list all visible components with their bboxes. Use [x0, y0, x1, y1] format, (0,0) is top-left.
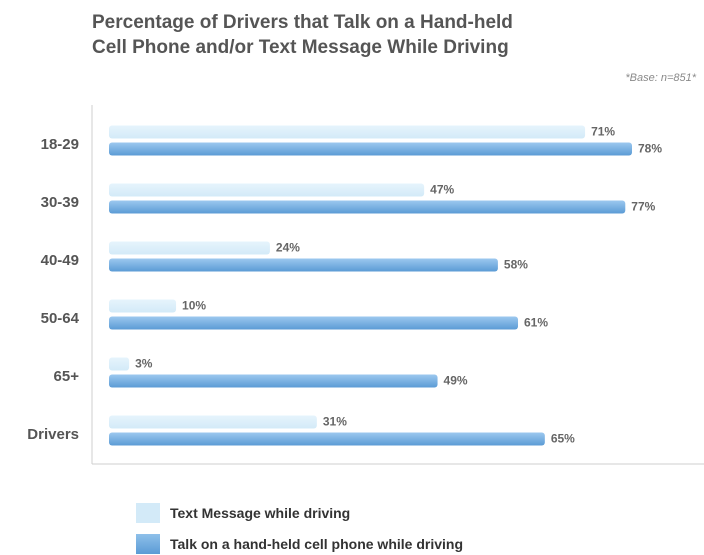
value-label-text-message-3039: 47%: [430, 183, 454, 197]
bar-text-message-4049: [109, 241, 270, 255]
value-label-text-message-1829: 71%: [591, 125, 615, 139]
bar-text-message-1829: [109, 125, 586, 139]
value-label-text-message-65: 3%: [135, 357, 153, 371]
legend-label-text-message: Text Message while driving: [170, 505, 351, 521]
chart-title: Percentage of Drivers that Talk on a Han…: [92, 10, 652, 60]
category-label-4049: 40-49: [41, 252, 79, 269]
legend-swatch-talk-handheld: [136, 534, 160, 554]
bar-talk-handheld-4049: [109, 258, 498, 272]
value-label-talk-handheld-65: 49%: [444, 374, 468, 388]
bar-talk-handheld-3039: [109, 200, 626, 214]
value-label-text-message-5064: 10%: [182, 299, 206, 313]
bar-talk-handheld-drivers: [109, 432, 545, 446]
bar-text-message-5064: [109, 299, 177, 313]
bar-chart: 18-29 71% 78% 30-39 47% 77% 40-49 24% 58% 50-64 10…: [27, 105, 704, 465]
value-label-talk-handheld-4049: 58%: [504, 258, 528, 272]
category-label-65: 65+: [54, 368, 80, 385]
bar-text-message-drivers: [109, 415, 317, 429]
bar-talk-handheld-5064: [109, 316, 519, 330]
bar-text-message-65: [109, 357, 130, 371]
value-label-text-message-drivers: 31%: [323, 415, 347, 429]
bar-text-message-3039: [109, 183, 425, 197]
value-label-text-message-4049: 24%: [276, 241, 300, 255]
value-label-talk-handheld-3039: 77%: [631, 200, 655, 214]
category-label-3039: 30-39: [41, 194, 79, 211]
base-note: *Base: n=851*: [625, 72, 696, 84]
category-label-drivers: Drivers: [27, 426, 79, 443]
category-label-5064: 50-64: [41, 310, 80, 327]
chart-title-line-2: Cell Phone and/or Text Message While Dri…: [92, 37, 509, 58]
legend-label-talk-handheld: Talk on a hand-held cell phone while dri…: [170, 536, 463, 552]
value-label-talk-handheld-5064: 61%: [524, 316, 548, 330]
bar-talk-handheld-65: [109, 374, 438, 388]
value-label-talk-handheld-1829: 78%: [638, 142, 662, 156]
category-label-1829: 18-29: [41, 136, 79, 153]
chart-title-line-1: Percentage of Drivers that Talk on a Han…: [92, 12, 513, 33]
legend-swatch-text-message: [136, 503, 160, 523]
bar-talk-handheld-1829: [109, 142, 632, 156]
value-label-talk-handheld-drivers: 65%: [551, 432, 575, 446]
